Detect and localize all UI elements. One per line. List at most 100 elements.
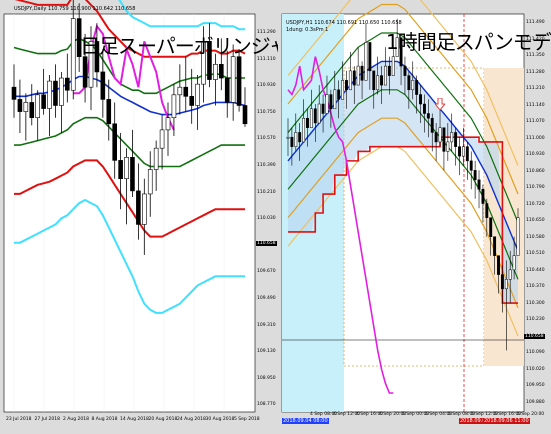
hourly-candle-body [419,94,422,105]
daily-band-lower3 [14,198,245,314]
hourly-band-lower-2 [287,117,519,309]
daily-candle-body [23,102,29,112]
hourly-y-tick-label: 110.790 [526,185,545,190]
daily-candle-body [94,41,100,73]
daily-y-tick-label: 109.490 [257,296,276,301]
hourly-y-tick-label: 110.720 [526,201,545,207]
daily-candle-body [47,80,52,109]
daily-last-price: 110.658 [256,241,277,246]
hourly-y-tick-label: 111.350 [526,53,545,58]
hourly-candle-body [395,37,399,57]
hourly-candle-body [426,113,430,119]
hourly-candle-body [497,255,500,275]
daily-x-tick-label: 24 Aug 2018 [177,417,206,422]
daily-x-tick-label: 27 Jul 2018 [34,417,60,422]
hourly-candle-body [384,65,387,86]
hourly-y-tick-label: 110.020 [526,366,545,372]
hourly-candle-body [512,255,516,271]
hourly-candle-body [368,42,372,72]
daily-candle-body [201,41,206,85]
daily-band-lower1 [14,116,245,168]
hourly-chart-svg [278,0,551,434]
daily-candle-body [183,86,189,97]
daily-candle-body [195,83,200,106]
hourly-y-tick-label: 110.860 [526,168,545,174]
hourly-y-tick-label: 111.000 [526,135,545,141]
hourly-candle-body [430,117,434,133]
hourly-band-upper-1 [287,32,519,223]
hourly-band-upper-3 [287,0,519,166]
hourly-candle-body [294,132,298,147]
hourly-y-tick-label: 111.420 [526,36,545,42]
hourly-x-tick-label: 5 Sep 00:00 [402,412,430,417]
daily-candle-body [153,147,159,170]
hourly-candle-body [376,75,380,91]
daily-candle-body [53,80,58,106]
hourly-span-blue [287,60,519,252]
hourly-candle-body [399,37,403,67]
daily-candle-body [82,56,88,88]
hourly-candle-body [489,217,493,237]
hourly-y-tick-label: 110.510 [526,251,545,256]
hourly-candle-body [438,127,442,143]
hourly-band-upper-2 [287,3,519,195]
daily-candle-body [17,99,23,112]
hourly-candle-body [364,42,368,81]
hourly-candle-body [345,80,348,91]
hourly-candle-body [454,132,458,147]
hourly-y-tick-label: 111.490 [526,20,545,25]
daily-x-tick-label: 14 Aug 2018 [120,417,149,422]
daily-candle-body [171,94,177,118]
daily-y-tick-label: 111.110 [257,56,276,62]
hourly-candle-body [372,70,376,91]
hourly-candle-body [302,117,306,143]
hourly-candle-body [360,65,364,81]
daily-band-upper1 [13,37,245,95]
hourly-x-tick-label: 5 Sep 12:00 [471,412,499,417]
hourly-y-tick-label: 111.210 [526,86,545,91]
daily-x-tick-label: 8 Aug 2018 [91,417,118,422]
daily-candle-body [207,41,212,80]
hourly-x-tick-label: 5 Sep 16:00 [494,412,522,417]
hourly-candle-body [309,108,313,128]
hourly-candle-body [504,279,508,290]
hourly-y-tick-label: 109.950 [526,383,545,388]
daily-candle-body [236,56,242,106]
hourly-candle-body [446,141,450,152]
hourly-candle-body [298,132,302,143]
daily-candle-body [147,169,153,195]
hourly-candle-body [469,160,473,171]
daily-x-tick-label: 5 Sep 2018 [234,417,260,422]
daily-y-tick-label: 110.750 [257,109,276,115]
hourly-candle-body [306,117,309,128]
hourly-candle-body [387,65,391,76]
daily-y-tick-label: 110.930 [257,83,276,89]
hourly-y-tick-label: 110.440 [526,267,545,273]
hourly-sub-header: 1dung: 0.3sPm 1 [286,27,329,33]
hourly-y-tick-label: 111.280 [526,69,545,75]
hourly-candle-body [450,132,454,143]
hourly-x-tick-label: 5 Sep 04:00 [425,412,453,417]
daily-y-tick-label: 109.670 [257,269,276,275]
hourly-candle-body [317,103,321,124]
hourly-candle-body [485,203,489,218]
hourly-chart-panel: USDJPY,H1 110.674 110.691 110.650 110.65… [278,0,551,434]
daily-y-tick-label: 111.290 [257,30,276,35]
hourly-candle-body [337,89,341,100]
daily-candle-body [177,86,183,96]
hourly-candle-body [411,80,415,91]
hourly-band-lower-1 [287,89,519,280]
daily-candle-body [41,94,46,109]
hourly-y-tick-label: 110.580 [526,234,545,240]
daily-y-tick-label: 108.950 [257,375,276,381]
hourly-header: USDJPY,H1 110.674 110.691 110.650 110.65… [286,20,402,26]
hourly-candle-body [434,132,438,143]
hourly-candle-body [325,94,329,114]
daily-y-tick-label: 109.130 [257,349,276,355]
hourly-title: 1時間足スパンモデル [386,30,551,54]
daily-candle-body [100,71,106,100]
hourly-candle-body [461,146,465,157]
hourly-y-tick-label: 110.650 [526,218,545,223]
hourly-x-tick-label: 4 Sep 16:00 [356,412,384,417]
hourly-x-tick-label: 4 Sep 08:00 [310,412,338,417]
